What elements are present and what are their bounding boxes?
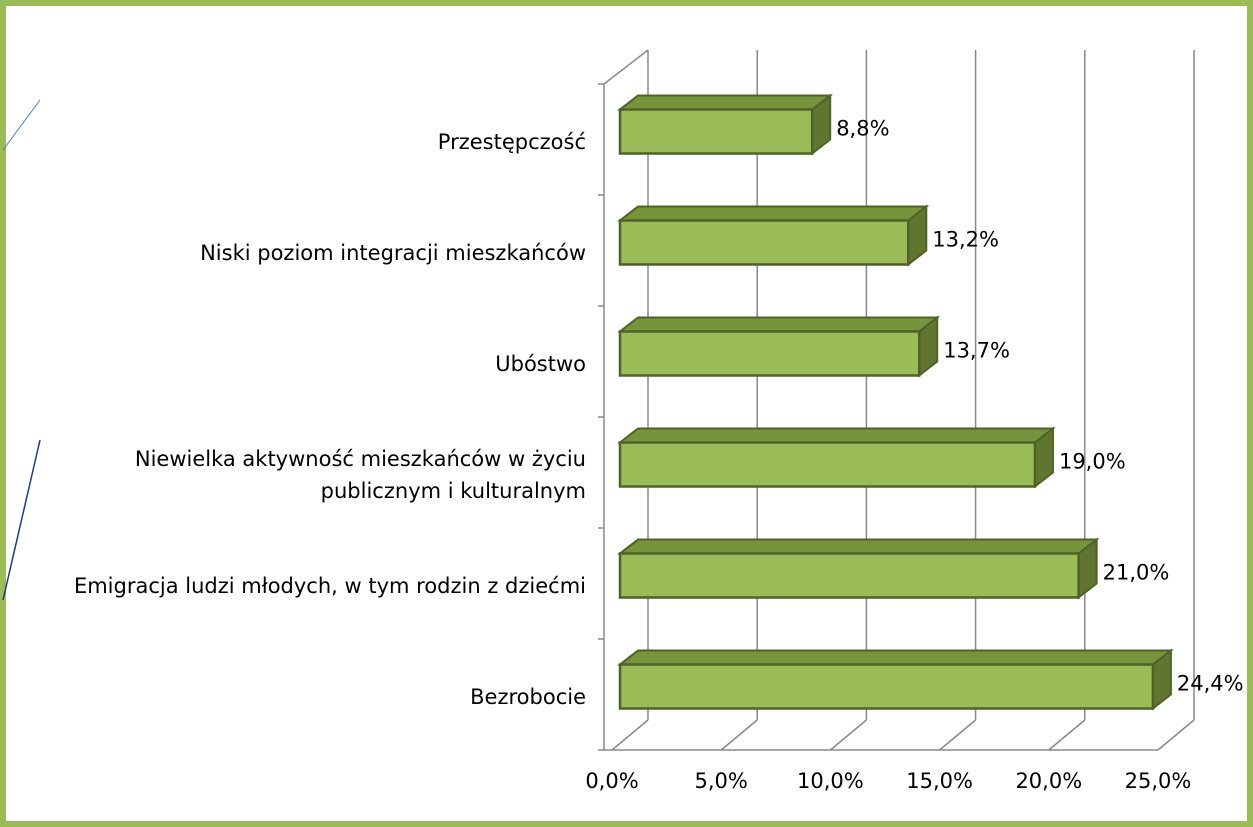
x-tick-label: 0,0% <box>585 769 638 793</box>
floor-line <box>1157 719 1195 751</box>
bar <box>618 663 1155 710</box>
floor-line <box>720 719 758 751</box>
value-label: 19,0% <box>1059 450 1126 474</box>
decor-line <box>2 439 41 601</box>
bar <box>618 552 1080 599</box>
bar <box>618 330 921 377</box>
floor-line <box>611 719 649 751</box>
value-label: 13,7% <box>943 339 1010 363</box>
bar-top <box>617 316 941 333</box>
decor-line <box>2 99 41 151</box>
x-tick-label: 20,0% <box>1015 769 1082 793</box>
category-label: Niewielka aktywność mieszkańców w życiu … <box>134 446 586 503</box>
floor-line <box>829 719 867 751</box>
bar <box>618 441 1037 488</box>
bar <box>618 219 910 266</box>
bar-top <box>617 94 834 111</box>
bar-top <box>617 538 1100 555</box>
x-tick-label: 10,0% <box>797 769 864 793</box>
floor-line <box>939 719 977 751</box>
x-tick-label: 15,0% <box>906 769 973 793</box>
bar-top <box>617 649 1174 666</box>
value-label: 13,2% <box>932 228 999 252</box>
category-label: Emigracja ludzi młodych, w tym rodzin z … <box>73 573 586 598</box>
category-label: Ubóstwo <box>495 351 586 376</box>
bar <box>618 108 814 155</box>
bar-top <box>617 205 930 222</box>
category-label: Bezrobocie <box>470 684 586 709</box>
wall-edge <box>603 49 649 85</box>
value-label: 8,8% <box>836 117 889 141</box>
value-label: 24,4% <box>1177 672 1244 696</box>
bar-top <box>617 427 1056 444</box>
x-tick-label: 5,0% <box>695 769 748 793</box>
x-tick-label: 25,0% <box>1125 769 1192 793</box>
floor-line <box>1048 719 1086 751</box>
category-label: Niski poziom integracji mieszkańców <box>200 240 586 265</box>
category-label: Przestępczość <box>437 129 586 154</box>
value-label: 21,0% <box>1103 561 1170 585</box>
